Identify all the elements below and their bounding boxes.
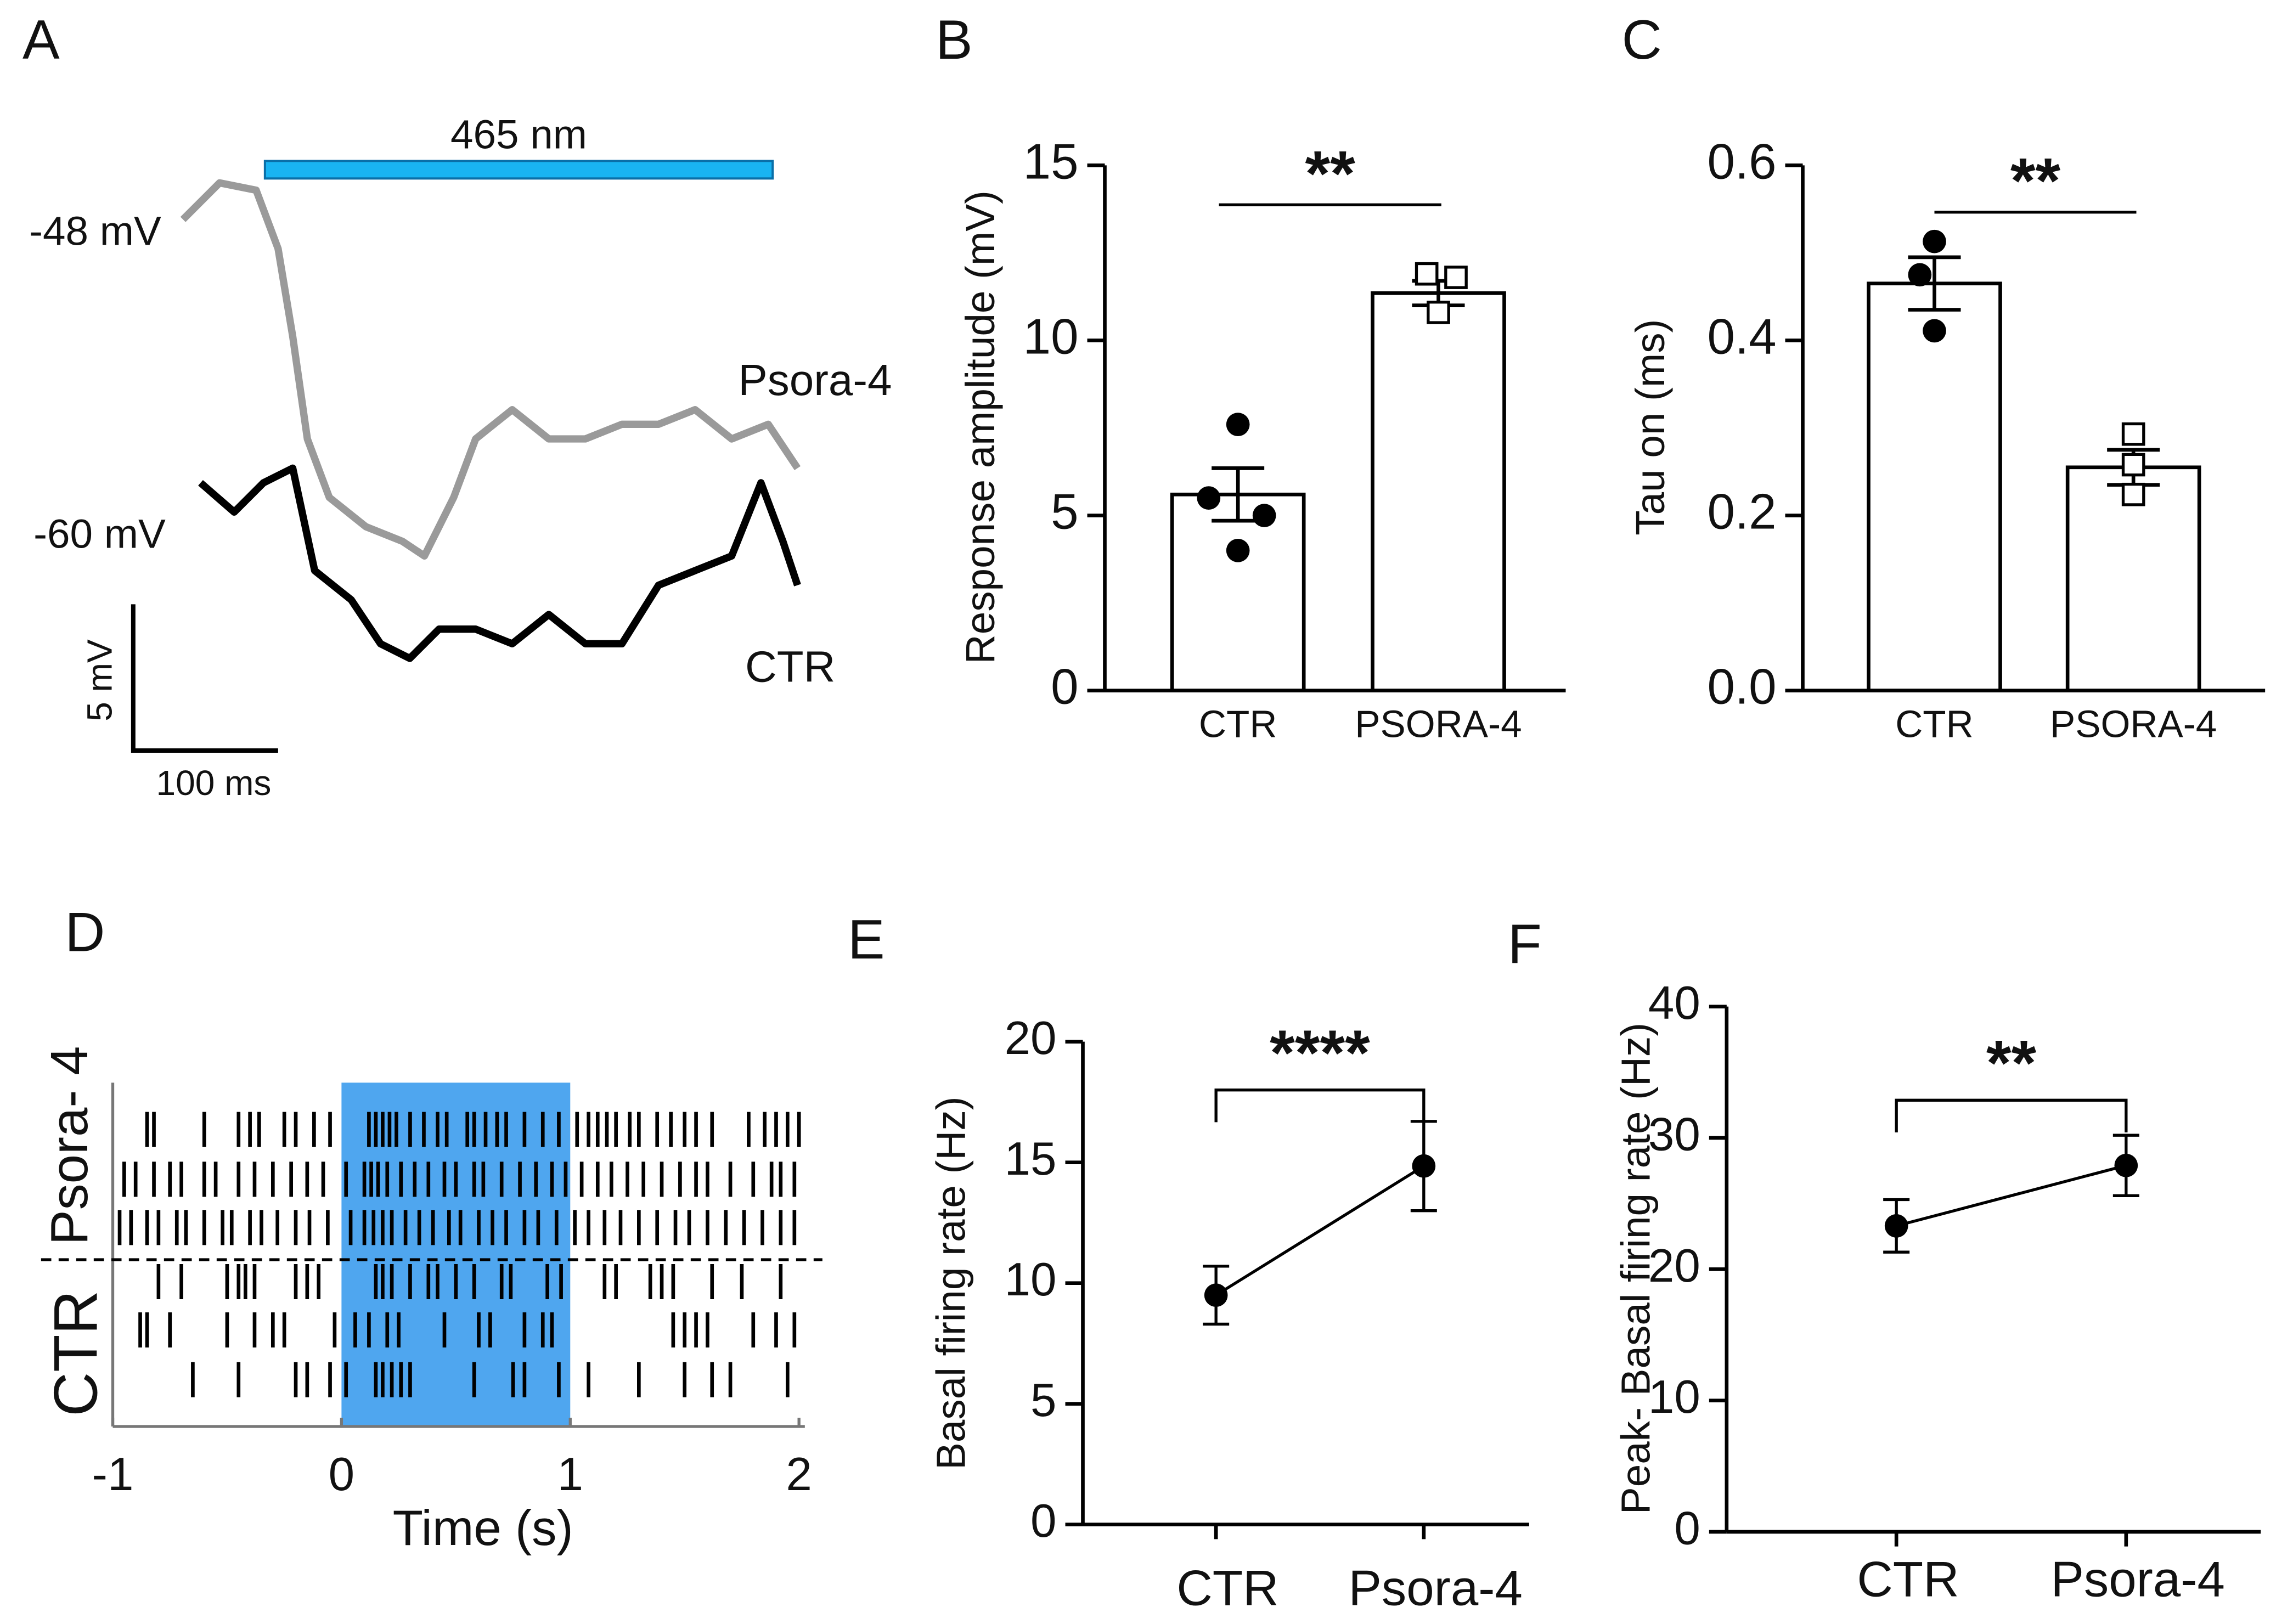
level-label: -60 mV bbox=[33, 510, 166, 556]
light-stimulus bbox=[341, 1082, 571, 1426]
significance: ** bbox=[1305, 137, 1356, 209]
y-tick-label: 10 bbox=[1648, 1371, 1700, 1423]
stimulus-label: 465 nm bbox=[450, 111, 587, 157]
significance: **** bbox=[1270, 1017, 1370, 1089]
panel-letter: F bbox=[1508, 913, 1542, 975]
y-tick-label: 20 bbox=[1005, 1012, 1057, 1064]
y-tick-label: 10 bbox=[1023, 309, 1079, 364]
data-point bbox=[1444, 266, 1468, 289]
data-point bbox=[1884, 1214, 1908, 1238]
x-tick-label: Psora-4 bbox=[1348, 1560, 1522, 1616]
significance-bracket bbox=[1214, 1089, 1426, 1123]
scale-x-label: 100 ms bbox=[156, 763, 272, 803]
x-tick-label: PSORA-4 bbox=[1355, 703, 1522, 746]
significance-bracket bbox=[1895, 1098, 2128, 1132]
voltage-trace bbox=[198, 464, 801, 662]
trace-label: Psora-4 bbox=[738, 356, 892, 404]
mean-line bbox=[1215, 1165, 1425, 1296]
y-tick-label: 0 bbox=[1030, 1495, 1056, 1547]
x-tick-label: CTR bbox=[1176, 1560, 1278, 1616]
y-tick-label: 20 bbox=[1648, 1240, 1700, 1292]
x-tick-label: CTR bbox=[1199, 703, 1277, 746]
data-point bbox=[1204, 1283, 1228, 1307]
y-tick-label: 0.0 bbox=[1707, 659, 1776, 715]
y-tick-label: 15 bbox=[1005, 1133, 1057, 1185]
y-tick-label: 0.4 bbox=[1707, 309, 1776, 364]
data-point bbox=[1908, 263, 1932, 287]
significance: ** bbox=[2010, 145, 2061, 217]
y-axis-title: Basal firing rate (Hz) bbox=[928, 1096, 974, 1469]
panel-letter: A bbox=[22, 9, 60, 71]
data-point bbox=[1923, 319, 1946, 343]
x-axis-title: Time (s) bbox=[393, 1501, 573, 1556]
bar bbox=[1371, 291, 1506, 693]
y-tick-label: 5 bbox=[1051, 484, 1078, 540]
y-tick-label: 30 bbox=[1648, 1109, 1700, 1161]
y-tick-label: 0 bbox=[1051, 659, 1078, 715]
data-point bbox=[1197, 486, 1221, 510]
data-point bbox=[1252, 504, 1276, 527]
x-tick-label: Psora-4 bbox=[2050, 1552, 2224, 1607]
y-tick-label: 0 bbox=[1674, 1503, 1700, 1555]
data-point bbox=[1412, 1154, 1436, 1178]
x-tick-label: CTR bbox=[1895, 703, 1973, 746]
x-tick-label: 0 bbox=[329, 1448, 354, 1501]
y-tick-label: 40 bbox=[1648, 977, 1700, 1029]
y-tick-label: 0.2 bbox=[1707, 484, 1776, 540]
trace-label: CTR bbox=[745, 642, 835, 691]
panel-letter: D bbox=[65, 901, 105, 963]
light-stimulus bbox=[263, 160, 774, 180]
x-tick-label: -1 bbox=[92, 1448, 134, 1501]
data-point bbox=[2121, 453, 2145, 477]
x-tick-label: 1 bbox=[557, 1448, 583, 1501]
x-tick-label: 2 bbox=[786, 1448, 812, 1501]
voltage-trace bbox=[180, 179, 801, 560]
y-axis-title: Response amplitude (mV) bbox=[957, 190, 1003, 664]
y-tick-label: 15 bbox=[1023, 134, 1079, 189]
level-label: -48 mV bbox=[29, 207, 161, 253]
mean-line bbox=[1896, 1164, 2127, 1227]
panel-letter: C bbox=[1622, 9, 1662, 71]
y-tick-label: 10 bbox=[1005, 1254, 1057, 1306]
bar bbox=[1170, 492, 1306, 692]
group-label: Psora- 4 bbox=[40, 1046, 99, 1245]
data-point bbox=[2114, 1153, 2138, 1177]
y-axis-title: Peak- Basal firing rate (Hz) bbox=[1613, 1023, 1659, 1514]
data-point bbox=[1226, 539, 1250, 562]
data-point bbox=[2121, 422, 2145, 446]
x-tick-label: PSORA-4 bbox=[2050, 703, 2217, 746]
y-tick-label: 0.6 bbox=[1707, 134, 1776, 189]
data-point bbox=[1226, 413, 1250, 436]
data-point bbox=[1923, 229, 1946, 253]
data-point bbox=[1427, 301, 1450, 324]
y-axis-title: Tau on (ms) bbox=[1627, 319, 1673, 535]
y-tick-label: 5 bbox=[1030, 1374, 1056, 1426]
scale-bar bbox=[131, 604, 278, 753]
scale-y-label: 5 mV bbox=[80, 639, 120, 721]
panel-letter: E bbox=[848, 909, 885, 971]
data-point bbox=[2121, 482, 2145, 506]
significance: ** bbox=[1986, 1027, 2037, 1099]
bar bbox=[1867, 281, 2002, 692]
group-label: CTR bbox=[41, 1290, 110, 1417]
panel-letter: B bbox=[936, 9, 973, 71]
data-point bbox=[1415, 262, 1439, 286]
x-tick-label: CTR bbox=[1857, 1552, 1959, 1607]
